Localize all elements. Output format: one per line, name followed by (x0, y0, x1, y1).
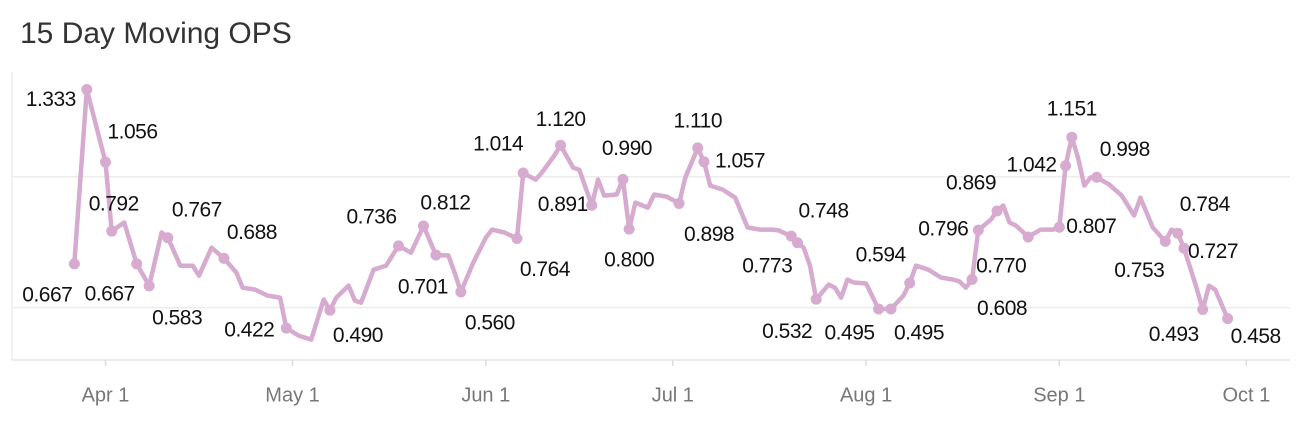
value-label: 1.056 (107, 121, 157, 144)
point (106, 225, 118, 237)
point (1066, 131, 1078, 143)
value-label: 0.727 (1188, 240, 1238, 263)
value-label: 0.560 (465, 311, 515, 334)
point (455, 286, 467, 298)
point (1222, 313, 1234, 325)
point (511, 233, 523, 245)
point (218, 252, 230, 264)
point (417, 220, 429, 232)
x-tick-label: Jul 1 (652, 384, 694, 406)
value-label: 0.495 (894, 321, 944, 344)
value-label: 0.767 (172, 198, 222, 221)
point (1091, 171, 1103, 183)
point (1178, 242, 1190, 254)
value-label: 0.770 (976, 254, 1026, 277)
value-label: 1.110 (674, 109, 723, 132)
value-label: 0.532 (762, 320, 812, 343)
point (991, 205, 1003, 217)
point (1159, 235, 1171, 247)
value-label: 1.151 (1047, 98, 1097, 121)
point (162, 232, 174, 244)
value-label: 0.812 (420, 191, 470, 214)
point (280, 322, 292, 334)
value-label: 0.792 (89, 193, 139, 216)
value-label: 0.495 (825, 321, 875, 344)
value-label: 0.608 (977, 297, 1027, 320)
value-label: 0.891 (538, 193, 588, 216)
point (692, 142, 704, 154)
x-tick-label: Oct 1 (1222, 384, 1270, 406)
point (873, 303, 885, 315)
value-label: 1.333 (26, 88, 76, 111)
point (792, 237, 804, 249)
point (131, 258, 143, 270)
line (72, 87, 1230, 342)
x-tick-label: May 1 (265, 384, 319, 406)
point (586, 199, 598, 211)
point (1060, 160, 1072, 172)
point (324, 304, 336, 316)
point (1053, 221, 1065, 233)
point (1172, 227, 1184, 239)
value-label: 0.422 (224, 319, 274, 342)
point (810, 293, 822, 305)
point (1197, 303, 1209, 315)
value-label: 0.753 (1114, 259, 1164, 282)
value-label: 0.701 (398, 276, 448, 299)
point (81, 84, 93, 96)
value-label: 0.784 (1180, 193, 1231, 216)
point (885, 303, 897, 315)
point (517, 167, 529, 179)
point (555, 139, 567, 151)
value-label: 0.458 (1231, 325, 1281, 348)
value-label: 0.583 (152, 306, 202, 329)
point (430, 249, 442, 261)
value-label: 0.807 (1066, 215, 1116, 238)
point (393, 240, 405, 252)
x-tick-label: Jun 1 (461, 384, 510, 406)
value-label: 0.594 (856, 244, 907, 267)
value-label: 0.764 (520, 258, 571, 281)
value-label: 0.490 (333, 324, 383, 347)
value-label: 0.773 (742, 255, 792, 278)
x-tick-label: Apr 1 (82, 384, 130, 406)
point (966, 273, 978, 285)
value-label: 0.688 (227, 221, 277, 244)
value-label: 1.014 (473, 133, 524, 156)
value-label: 0.493 (1149, 323, 1199, 346)
point (617, 173, 629, 185)
value-label: 1.042 (1007, 153, 1057, 176)
value-label: 1.057 (715, 149, 765, 172)
x-tick-label: Aug 1 (840, 384, 892, 406)
point (904, 277, 916, 289)
point (1022, 231, 1034, 243)
point (143, 280, 155, 292)
point (673, 197, 685, 209)
chart-title: 15 Day Moving OPS (20, 17, 292, 50)
value-label: 0.736 (346, 205, 396, 228)
value-label: 0.748 (798, 199, 848, 222)
point (623, 223, 635, 235)
value-label: 0.800 (604, 249, 654, 272)
value-label: 0.796 (918, 218, 968, 241)
point (68, 258, 80, 270)
value-label: 0.898 (684, 223, 734, 246)
value-label: 0.667 (85, 282, 135, 305)
value-label: 0.990 (602, 137, 652, 160)
x-tick-label: Sep 1 (1033, 384, 1085, 406)
value-label: 1.120 (536, 108, 586, 131)
point (698, 156, 710, 168)
value-label: 0.998 (1100, 138, 1150, 161)
point (100, 156, 112, 168)
point (972, 224, 984, 236)
value-label: 0.869 (946, 172, 996, 195)
value-label: 0.667 (22, 283, 72, 306)
